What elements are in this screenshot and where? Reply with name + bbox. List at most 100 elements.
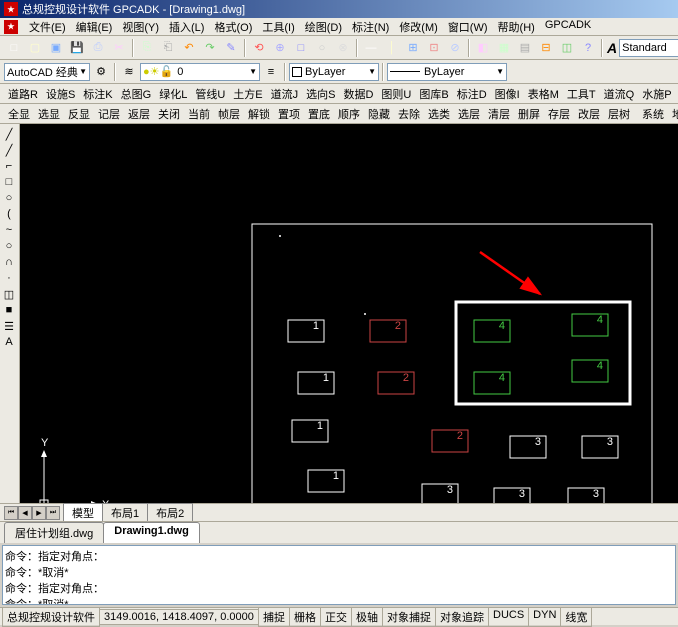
layout-tab[interactable]: 布局2 — [147, 503, 193, 522]
toolbar-button[interactable]: ⟲ — [249, 38, 269, 58]
layer-op-button[interactable]: 层树 — [604, 105, 634, 123]
draw-tool[interactable]: ◫ — [0, 286, 18, 302]
draw-tool[interactable]: □ — [0, 174, 18, 190]
status-mode-toggle[interactable]: 捕捉 — [258, 607, 290, 627]
layer-op-button[interactable]: 改层 — [574, 105, 604, 123]
domain-menu-item[interactable]: 图像I — [491, 85, 524, 103]
tab-nav-prev[interactable]: ◀ — [18, 506, 32, 520]
layer-props-icon[interactable]: ≋ — [119, 62, 139, 82]
domain-menu-item[interactable]: 管线U — [191, 85, 229, 103]
draw-tool[interactable]: ~ — [0, 222, 18, 238]
menu-item[interactable]: 标注(N) — [347, 18, 394, 36]
text-style-combo[interactable]: Standard▼ — [619, 39, 678, 57]
layer-op-button[interactable]: 选层 — [454, 105, 484, 123]
menu-item[interactable]: 编辑(E) — [71, 18, 118, 36]
draw-tool[interactable]: · — [0, 270, 18, 286]
domain-menu-item[interactable]: 设施S — [42, 85, 79, 103]
domain-menu-item[interactable]: 标注K — [79, 85, 116, 103]
toolbar-button[interactable]: ⊗ — [333, 38, 353, 58]
domain-menu-item[interactable]: 土方E — [229, 85, 266, 103]
toolbar-button[interactable]: ✂ — [109, 38, 129, 58]
toolbar-button[interactable]: ⊡ — [424, 38, 444, 58]
linetype-combo[interactable]: ByLayer▼ — [387, 63, 507, 81]
menu-item[interactable]: 帮助(H) — [493, 18, 540, 36]
toolbar-button[interactable]: ▦ — [494, 38, 514, 58]
tab-nav-first[interactable]: ⏮ — [4, 506, 18, 520]
layer-op-button[interactable]: 当前 — [184, 105, 214, 123]
menu-item[interactable]: 文件(E) — [24, 18, 71, 36]
toolbar-button[interactable]: │ — [382, 38, 402, 58]
workspace-settings-icon[interactable]: ⚙ — [91, 62, 111, 82]
layer-op-button[interactable]: 存层 — [544, 105, 574, 123]
drawing-canvas[interactable]: 1244124412331333 Y X — [20, 124, 678, 503]
toolbar-button[interactable]: ⊘ — [445, 38, 465, 58]
domain-menu-item[interactable]: 水施P — [638, 85, 675, 103]
draw-tool[interactable]: ( — [0, 206, 18, 222]
draw-tool[interactable]: ○ — [0, 238, 18, 254]
layer-op-button[interactable]: 置项 — [274, 105, 304, 123]
menu-item[interactable]: 视图(Y) — [117, 18, 164, 36]
draw-tool[interactable]: ⌐ — [0, 158, 18, 174]
toolbar-button[interactable]: ▣ — [46, 38, 66, 58]
status-mode-toggle[interactable]: 对象捕捉 — [382, 607, 436, 627]
status-mode-toggle[interactable]: 极轴 — [351, 607, 383, 627]
toolbar-button[interactable]: ◫ — [557, 38, 577, 58]
toolbar-button[interactable]: ↶ — [179, 38, 199, 58]
layer-op-button[interactable]: 返层 — [124, 105, 154, 123]
tab-nav-last[interactable]: ⏭ — [46, 506, 60, 520]
toolbar-button[interactable]: 💾 — [67, 38, 87, 58]
toolbar-button[interactable]: ⎘ — [137, 38, 157, 58]
layer-op-button[interactable]: 去除 — [394, 105, 424, 123]
toolbar-button[interactable]: ⊕ — [270, 38, 290, 58]
layout-tab[interactable]: 布局1 — [102, 503, 148, 522]
layer-op-button[interactable]: 解锁 — [244, 105, 274, 123]
domain-menu-item[interactable]: 选向S — [302, 85, 339, 103]
domain-menu-item[interactable]: 图则U — [377, 85, 415, 103]
status-mode-toggle[interactable]: 正交 — [320, 607, 352, 627]
layer-op-button[interactable]: 反显 — [64, 105, 94, 123]
toolbar-button[interactable]: ▤ — [515, 38, 535, 58]
layout-tab[interactable]: 模型 — [63, 503, 103, 522]
menu-item[interactable]: 修改(M) — [394, 18, 443, 36]
menu-item[interactable]: 绘图(D) — [300, 18, 347, 36]
toolbar-button[interactable]: ◧ — [473, 38, 493, 58]
draw-tool[interactable]: ○ — [0, 190, 18, 206]
layer-op-button[interactable]: 帧层 — [214, 105, 244, 123]
draw-tool[interactable]: ■ — [0, 302, 18, 318]
draw-tool[interactable]: ╱ — [0, 142, 18, 158]
font-style-icon[interactable]: A — [606, 38, 618, 58]
category-button[interactable]: 系统 — [638, 105, 668, 123]
domain-menu-item[interactable]: 数据D — [339, 85, 377, 103]
layer-op-button[interactable]: 关闭 — [154, 105, 184, 123]
domain-menu-item[interactable]: 道流Q — [600, 85, 639, 103]
toolbar-button[interactable]: ↷ — [200, 38, 220, 58]
color-combo[interactable]: ByLayer▼ — [289, 63, 379, 81]
toolbar-button[interactable]: ○ — [312, 38, 332, 58]
draw-tool[interactable]: A — [0, 334, 18, 350]
domain-menu-item[interactable]: 绿化L — [155, 85, 191, 103]
toolbar-button[interactable]: ? — [578, 38, 598, 58]
toolbar-button[interactable]: ⊟ — [536, 38, 556, 58]
file-tab[interactable]: Drawing1.dwg — [103, 522, 200, 543]
layer-op-button[interactable]: 置底 — [304, 105, 334, 123]
layer-op-button[interactable]: 隐藏 — [364, 105, 394, 123]
toolbar-button[interactable]: ⎗ — [158, 38, 178, 58]
toolbar-button[interactable]: ✎ — [221, 38, 241, 58]
status-mode-toggle[interactable]: 栅格 — [289, 607, 321, 627]
layer-op-button[interactable]: 全显 — [4, 105, 34, 123]
domain-menu-item[interactable]: 工具T — [563, 85, 600, 103]
toolbar-button[interactable]: □ — [291, 38, 311, 58]
domain-menu-item[interactable]: 道路R — [4, 85, 42, 103]
status-mode-toggle[interactable]: DYN — [528, 607, 561, 627]
toolbar-button[interactable]: ⎙ — [88, 38, 108, 58]
status-mode-toggle[interactable]: 对象追踪 — [435, 607, 489, 627]
tab-nav-next[interactable]: ▶ — [32, 506, 46, 520]
domain-menu-item[interactable]: 道流J — [267, 85, 303, 103]
domain-menu-item[interactable]: 总图G — [117, 85, 156, 103]
layer-op-button[interactable]: 选显 — [34, 105, 64, 123]
menu-item[interactable]: 格式(O) — [209, 18, 257, 36]
menu-item[interactable]: 插入(L) — [164, 18, 209, 36]
domain-menu-item[interactable]: 图库B — [415, 85, 452, 103]
status-mode-toggle[interactable]: 线宽 — [560, 607, 592, 627]
toolbar-button[interactable]: — — [361, 38, 381, 58]
